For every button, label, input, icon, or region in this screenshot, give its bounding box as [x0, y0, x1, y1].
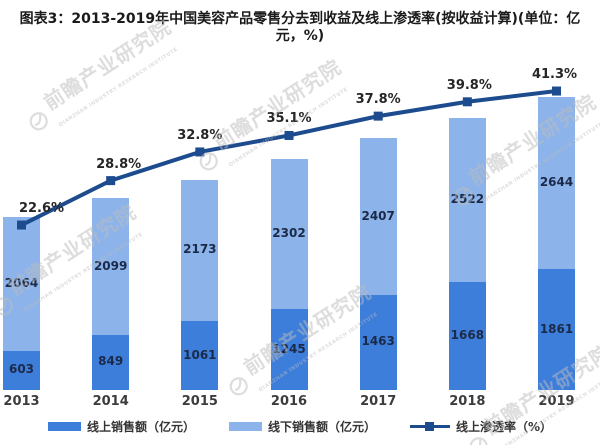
chart-title-line1: 图表3：2013-2019年中国美容产品零售分去到收益及线上渗透率(按收益计算)…	[19, 11, 581, 27]
bar-segment-offline	[538, 97, 576, 270]
year-label: 2014	[92, 394, 129, 409]
bar-segment-online	[181, 321, 219, 390]
bar-segment-offline	[92, 198, 130, 335]
year-label: 2018	[449, 394, 486, 409]
bar-segment-online	[270, 309, 308, 390]
online-value-label: 1668	[450, 327, 485, 342]
online-value-label: 849	[98, 354, 124, 369]
penetration-percent-label: 22.6%	[18, 201, 65, 217]
online-value-label: 1463	[361, 334, 395, 349]
line-marker	[17, 220, 26, 230]
offline-value-label: 2173	[183, 242, 217, 257]
legend-label: 线下销售额（亿元）	[267, 419, 376, 434]
line-marker	[462, 97, 472, 107]
offline-value-label: 2644	[539, 175, 574, 190]
line-marker	[552, 86, 562, 96]
line-marker	[284, 130, 294, 140]
bar-segment-online	[359, 294, 397, 390]
year-label: 2016	[270, 394, 308, 409]
penetration-percent-label: 35.1%	[266, 111, 312, 127]
year-label: 2019	[538, 394, 575, 409]
line-marker	[106, 176, 116, 186]
offline-value-label: 2407	[361, 208, 395, 223]
legend-item-penetration-rate: 线上渗透率（%）	[410, 418, 552, 435]
chart-title: 图表3：2013-2019年中国美容产品零售分去到收益及线上渗透率(按收益计算)…	[7, 11, 593, 45]
chart-title-line2: 元，%)	[275, 28, 325, 44]
legend-item-online-sales: 线上销售额（亿元）	[47, 418, 195, 435]
bar-segment-offline	[3, 216, 40, 351]
penetration-percent-label: 32.8%	[177, 127, 223, 143]
bar-segment-online	[448, 281, 486, 390]
penetration-percent-label: 39.8%	[446, 77, 492, 93]
legend-item-offline-sales: 线下销售额（亿元）	[228, 418, 376, 435]
line-marker	[195, 147, 205, 157]
bar-segment-online	[92, 334, 130, 390]
bar-segment-offline	[270, 159, 308, 310]
penetration-percent-label: 28.8%	[96, 156, 142, 172]
offline-value-label: 2099	[93, 258, 128, 273]
online-value-label: 1861	[539, 321, 574, 336]
legend-swatch	[228, 421, 262, 431]
offline-value-label: 2064	[4, 275, 39, 290]
online-value-label: 1245	[272, 341, 306, 356]
bar-segment-online	[3, 350, 40, 390]
online-value-label: 603	[8, 362, 35, 377]
legend: 线上销售额（亿元） 线下销售额（亿元） 线上渗透率（%）	[0, 413, 600, 439]
bar-segment-offline	[359, 138, 397, 295]
bar-segment-offline	[181, 179, 219, 322]
legend-line-swatch	[410, 421, 450, 432]
year-label: 2013	[3, 394, 40, 409]
line-marker	[373, 111, 383, 121]
online-value-label: 1061	[183, 347, 217, 362]
legend-label: 线上渗透率（%）	[456, 419, 553, 434]
penetration-percent-label: 41.3%	[531, 67, 578, 83]
legend-label: 线上销售额（亿元）	[86, 419, 195, 434]
year-label: 2017	[360, 394, 397, 409]
legend-swatch	[47, 421, 81, 431]
penetration-percent-label: 37.8%	[355, 92, 401, 108]
bar-segment-online	[538, 269, 576, 390]
offline-value-label: 2522	[450, 191, 485, 206]
offline-value-label: 2302	[272, 226, 306, 241]
year-label: 2015	[181, 394, 218, 409]
